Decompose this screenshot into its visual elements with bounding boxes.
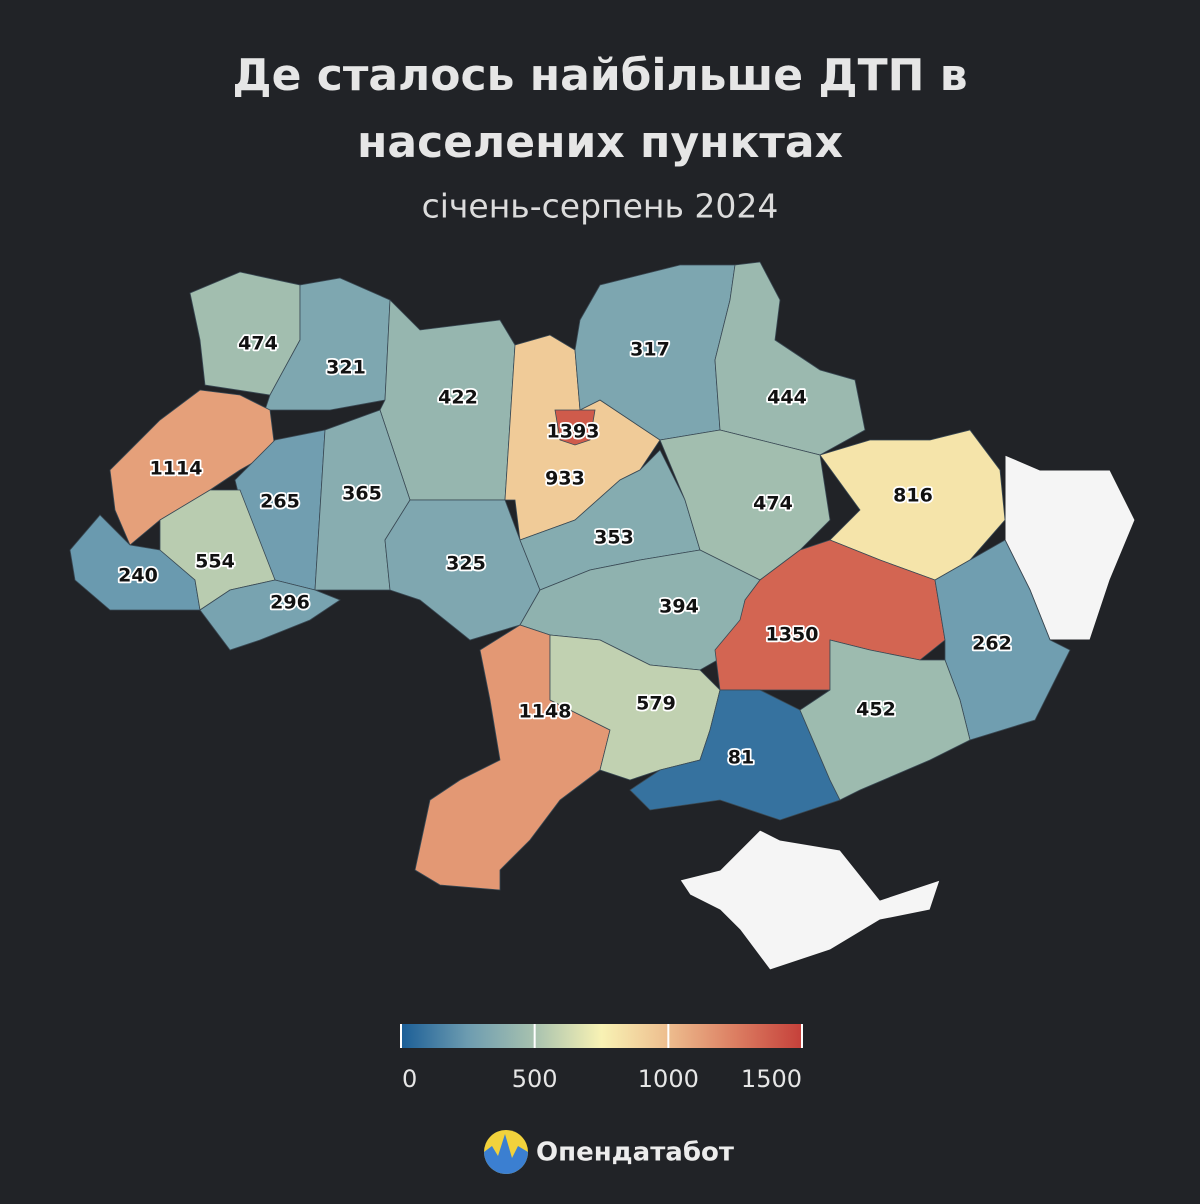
colorbar-tick-label: 1500 (741, 1065, 802, 1093)
legend: 0 500 1000 1500 (400, 1024, 803, 1093)
value-label: 444 (767, 387, 807, 409)
value-label: 240 (118, 565, 158, 587)
colorbar-tick-label: 500 (512, 1065, 558, 1093)
region (264, 277, 391, 411)
subtitle: січень-серпень 2024 (422, 187, 779, 226)
colorbar-tick-label: 0 (402, 1065, 417, 1093)
value-label: 1114 (150, 458, 203, 480)
colorbar (401, 1024, 802, 1048)
value-label: 1393 (547, 421, 600, 443)
region (659, 429, 831, 581)
value-label: 816 (893, 485, 933, 507)
brand: Опендатабот (536, 1138, 734, 1168)
value-label: 325 (446, 553, 486, 575)
value-label: 321 (326, 357, 366, 379)
value-label: 933 (545, 468, 585, 490)
region (934, 539, 1071, 741)
value-label: 452 (856, 699, 896, 721)
value-label: 296 (270, 592, 310, 614)
value-label: 353 (594, 527, 634, 549)
value-label: 317 (630, 339, 670, 361)
region (714, 261, 866, 456)
value-label: 1350 (766, 624, 819, 646)
labels: 474 321 422 1393 933 317 444 1114 265 365 325 353 47… (116, 331, 1013, 771)
region (819, 429, 1006, 581)
value-label: 579 (636, 693, 676, 715)
value-label: 554 (195, 551, 235, 573)
region (199, 579, 341, 651)
title-line: населених пунктах (357, 117, 843, 168)
value-label: 365 (342, 483, 382, 505)
region (799, 639, 971, 801)
value-label: 265 (260, 491, 300, 513)
value-label: 474 (753, 493, 793, 515)
value-label: 262 (972, 633, 1012, 655)
value-label: 1148 (519, 701, 572, 723)
title-line: Де сталось найбільше ДТП в (232, 50, 967, 101)
value-label: 474 (238, 333, 278, 355)
region (554, 409, 596, 446)
value-label: 394 (659, 596, 699, 618)
regions (69, 261, 1136, 971)
value-label: 81 (728, 747, 754, 769)
brand-logo-wave (484, 1134, 528, 1174)
region-no-data (679, 829, 941, 971)
colorbar-tick-label: 1000 (638, 1065, 699, 1093)
value-label: 422 (438, 387, 478, 409)
